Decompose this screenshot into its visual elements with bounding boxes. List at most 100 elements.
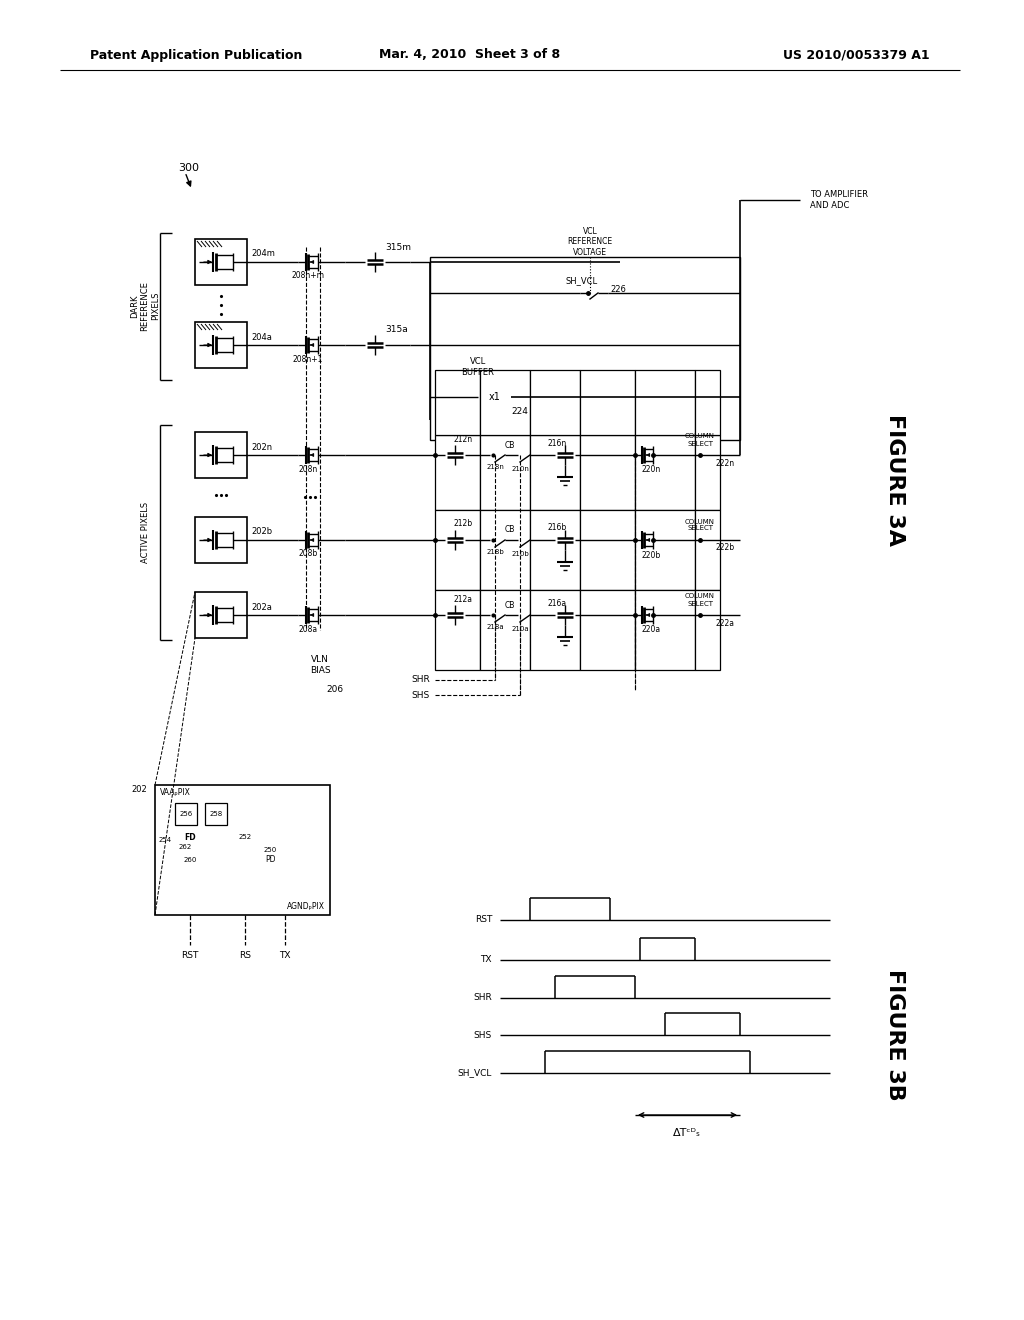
Bar (480, 436, 530, 510)
Text: PD: PD (265, 855, 275, 865)
Bar (175, 803, 197, 825)
Text: VAAₚPIX: VAAₚPIX (160, 788, 190, 797)
Text: DARK
REFERENCE
PIXELS: DARK REFERENCE PIXELS (130, 281, 160, 331)
Text: Patent Application Publication: Patent Application Publication (90, 49, 302, 62)
Bar (530, 436, 580, 510)
Text: 218a: 218a (486, 624, 504, 630)
Text: 212b: 212b (453, 520, 472, 528)
Bar (155, 785, 330, 915)
Text: 220b: 220b (641, 550, 660, 560)
Text: SHS: SHS (474, 1031, 492, 1040)
Bar (695, 590, 720, 671)
Bar (635, 436, 695, 510)
Text: 260: 260 (183, 857, 197, 863)
Bar (480, 590, 530, 671)
Text: 210a: 210a (511, 626, 528, 632)
Text: 218n: 218n (486, 465, 504, 470)
Text: TX: TX (280, 950, 291, 960)
Text: 222n: 222n (715, 458, 734, 467)
Bar (195, 432, 247, 478)
Text: VCL
BUFFER: VCL BUFFER (462, 358, 495, 376)
Bar (635, 590, 695, 671)
Text: 202a: 202a (251, 602, 272, 611)
Text: 212a: 212a (453, 594, 472, 603)
Text: TO AMPLIFIER
AND ADC: TO AMPLIFIER AND ADC (810, 190, 868, 210)
Bar (435, 436, 480, 510)
Text: CB: CB (505, 441, 515, 450)
Text: 220a: 220a (641, 626, 660, 635)
Bar (530, 370, 580, 436)
Bar (695, 370, 720, 436)
Text: 222b: 222b (715, 544, 734, 553)
Text: 210n: 210n (511, 466, 529, 473)
Text: CB: CB (505, 601, 515, 610)
Text: ΔTᶜᴰₛ: ΔTᶜᴰₛ (673, 1129, 701, 1138)
Text: 250: 250 (263, 847, 276, 853)
Text: SH_VCL: SH_VCL (458, 1068, 492, 1077)
Text: RST: RST (475, 916, 492, 924)
Bar (635, 510, 695, 590)
Text: Mar. 4, 2010  Sheet 3 of 8: Mar. 4, 2010 Sheet 3 of 8 (380, 49, 560, 62)
Text: 208n+m: 208n+m (292, 272, 325, 281)
Text: 202: 202 (131, 785, 147, 795)
Text: FIGURE 3B: FIGURE 3B (885, 969, 905, 1101)
Text: 315m: 315m (385, 243, 411, 252)
Text: x1: x1 (489, 392, 501, 403)
Text: 202n: 202n (251, 442, 272, 451)
Text: TX: TX (480, 956, 492, 965)
Bar (195, 239, 247, 285)
Text: 216b: 216b (547, 524, 566, 532)
Text: VLN
BIAS: VLN BIAS (309, 655, 331, 675)
Bar (695, 436, 720, 510)
Text: 206: 206 (327, 685, 344, 694)
Text: 256: 256 (179, 810, 193, 817)
Text: 222a: 222a (715, 619, 734, 627)
Text: 204m: 204m (251, 249, 274, 259)
Bar (480, 510, 530, 590)
Bar (580, 436, 635, 510)
Text: 202b: 202b (251, 528, 272, 536)
Bar (435, 590, 480, 671)
Text: 315a: 315a (385, 326, 408, 334)
Bar (195, 322, 247, 368)
Text: 204a: 204a (251, 333, 272, 342)
Text: SHS: SHS (412, 690, 430, 700)
Bar (205, 803, 227, 825)
Text: 216n: 216n (547, 438, 566, 447)
Text: US 2010/0053379 A1: US 2010/0053379 A1 (783, 49, 930, 62)
Bar (530, 590, 580, 671)
Bar (580, 510, 635, 590)
Bar (435, 370, 480, 436)
Bar (195, 591, 247, 638)
Text: VCL
REFERENCE
VOLTAGE: VCL REFERENCE VOLTAGE (567, 227, 612, 257)
Text: 252: 252 (239, 834, 252, 840)
Text: RS: RS (239, 950, 251, 960)
Text: 208n+1: 208n+1 (293, 355, 324, 363)
Text: AGNDₚPIX: AGNDₚPIX (287, 903, 325, 912)
Text: 208n: 208n (298, 465, 317, 474)
Text: 208a: 208a (298, 624, 317, 634)
Text: 300: 300 (178, 162, 199, 173)
Text: 224: 224 (512, 408, 528, 417)
Bar (695, 510, 720, 590)
Bar (480, 370, 530, 436)
Text: 218b: 218b (486, 549, 504, 554)
Text: ACTIVE PIXELS: ACTIVE PIXELS (140, 502, 150, 562)
Text: 254: 254 (159, 837, 172, 843)
Text: 226: 226 (610, 285, 626, 294)
Text: SHR: SHR (412, 676, 430, 685)
Text: SHR: SHR (473, 994, 492, 1002)
Text: 258: 258 (209, 810, 222, 817)
Text: FIGURE 3A: FIGURE 3A (885, 414, 905, 546)
Bar (580, 590, 635, 671)
Bar (195, 517, 247, 564)
Text: 262: 262 (178, 843, 191, 850)
Bar (580, 370, 635, 436)
Text: CB: CB (505, 525, 515, 535)
Text: 208b: 208b (298, 549, 317, 558)
Text: SH_VCL: SH_VCL (565, 276, 597, 285)
Bar (530, 510, 580, 590)
Text: 210b: 210b (511, 550, 528, 557)
Text: COLUMN
SELECT: COLUMN SELECT (685, 433, 715, 446)
Text: RST: RST (181, 950, 199, 960)
